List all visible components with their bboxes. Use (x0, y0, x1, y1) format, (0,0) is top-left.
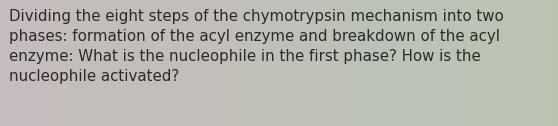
Text: Dividing the eight steps of the chymotrypsin mechanism into two
phases: formatio: Dividing the eight steps of the chymotry… (9, 9, 504, 84)
